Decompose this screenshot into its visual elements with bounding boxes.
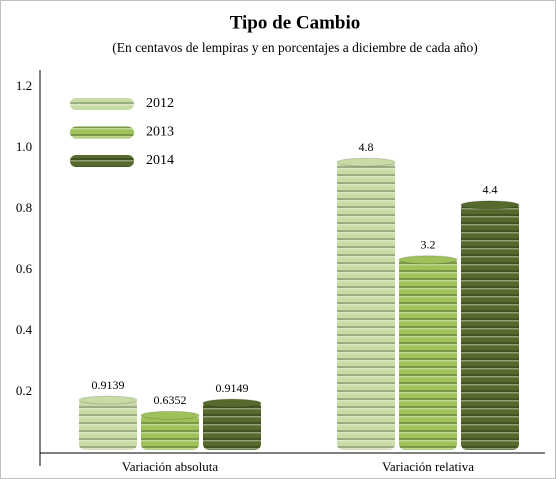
data-label: 4.8 xyxy=(359,140,374,154)
data-label: 0.6352 xyxy=(154,393,187,407)
y-tick-label: 1.0 xyxy=(16,139,32,154)
bar-cap xyxy=(140,410,200,420)
legend-label: 2012 xyxy=(146,96,174,111)
data-label: 4.4 xyxy=(483,183,498,197)
x-tick-label: Variación relativa xyxy=(382,459,474,474)
bar-cap xyxy=(336,157,396,167)
bar-cap xyxy=(202,398,262,408)
bar xyxy=(203,401,261,450)
bar xyxy=(337,160,395,450)
legend-swatch xyxy=(70,155,134,167)
legend-swatch xyxy=(70,126,134,139)
bar xyxy=(399,257,457,450)
data-label: 0.9149 xyxy=(216,381,249,395)
bar-cap xyxy=(460,200,520,210)
y-tick-label: 0.2 xyxy=(16,383,32,398)
bar xyxy=(141,413,199,450)
chart-subtitle: (En centavos de lempiras y en porcentaje… xyxy=(112,40,477,55)
data-label: 0.9139 xyxy=(92,378,125,392)
bar xyxy=(79,398,137,450)
y-tick-label: 0.6 xyxy=(16,261,33,276)
bar-cap xyxy=(398,255,458,265)
y-tick-label: 0.4 xyxy=(16,322,33,337)
legend-label: 2014 xyxy=(146,153,174,168)
legend-swatch xyxy=(70,98,134,110)
y-tick-label: 1.2 xyxy=(16,78,32,93)
bar-cap xyxy=(78,395,138,405)
data-label: 3.2 xyxy=(421,238,436,252)
bar xyxy=(461,202,519,450)
x-tick-label: Variación absoluta xyxy=(122,459,219,474)
y-tick-label: 0.8 xyxy=(16,200,32,215)
legend-label: 2013 xyxy=(146,125,174,140)
chart-title: Tipo de Cambio xyxy=(230,12,361,33)
